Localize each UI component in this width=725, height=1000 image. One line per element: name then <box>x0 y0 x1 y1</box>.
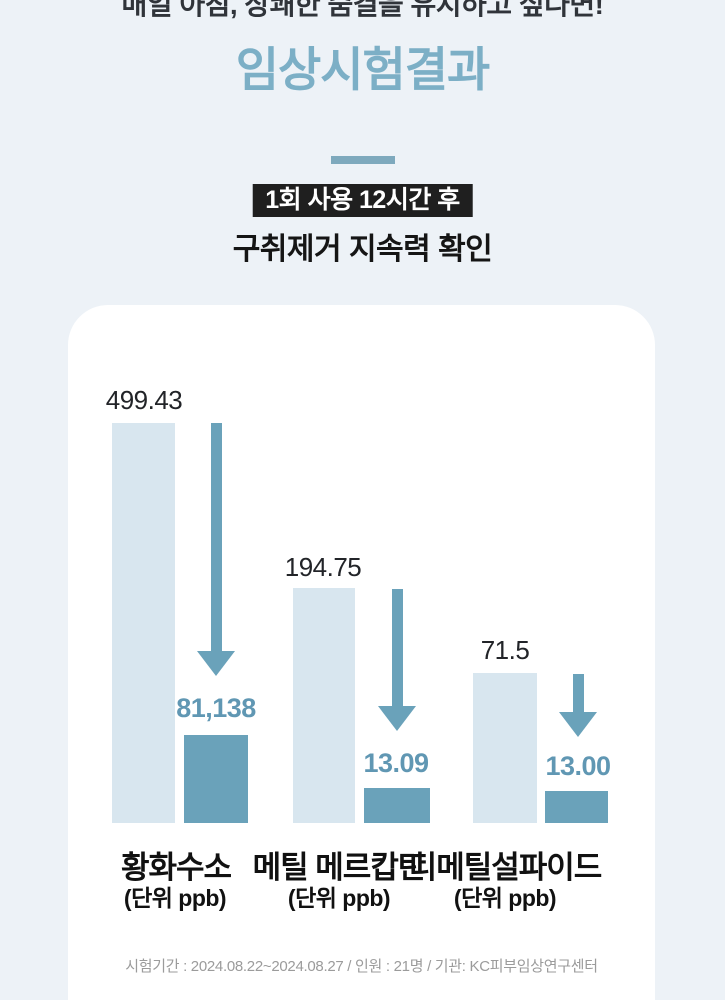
category-label: 황화수소 <box>120 850 232 885</box>
arrow-head <box>378 706 416 731</box>
chart-subtitle: 구취제거 지속력 확인 <box>232 233 493 266</box>
bar-before <box>112 423 175 823</box>
after-value-label: 81,138 <box>176 693 256 723</box>
after-value-label: 13.00 <box>545 751 611 781</box>
before-value-label: 71.5 <box>480 635 530 665</box>
category-unit-label: (단위 ppb) <box>453 885 557 911</box>
category-label: 디메틸설파이드 <box>408 850 603 885</box>
after-value-label: 13.09 <box>363 748 429 778</box>
arrow-down-icon <box>559 674 597 737</box>
bar-before <box>293 588 355 823</box>
chart-card: 499.43 81,138 황화수소 (단위 ppb) 194.75 13.09… <box>68 305 655 1000</box>
arrow-shaft <box>210 423 222 651</box>
top-caption-partial: 매일 아침, 상쾌한 숨결을 유지하고 싶다면! <box>121 0 604 20</box>
bar-after <box>545 791 608 823</box>
test-conditions-footnote: 시험기간 : 2024.08.22~2024.08.27 / 인원 : 21명 … <box>125 958 598 975</box>
before-value-label: 194.75 <box>284 552 362 582</box>
arrow-down-icon <box>378 589 416 731</box>
arrow-down-icon <box>197 423 235 676</box>
bar-after <box>184 735 248 823</box>
usage-badge: 1회 사용 12시간 후 <box>252 184 473 217</box>
arrow-head <box>559 712 597 737</box>
arrow-head <box>197 651 235 676</box>
bar-before <box>473 673 537 823</box>
arrow-shaft <box>572 674 584 712</box>
arrow-shaft <box>391 589 403 706</box>
before-value-label: 499.43 <box>105 385 183 415</box>
divider-bar <box>330 156 395 164</box>
bar-after <box>364 788 430 823</box>
category-unit-label: (단위 ppb) <box>287 885 391 911</box>
category-label: 메틸 메르캅탄 <box>252 850 427 885</box>
category-unit-label: (단위 ppb) <box>123 885 227 911</box>
page-title: 임상시험결과 <box>235 43 490 96</box>
